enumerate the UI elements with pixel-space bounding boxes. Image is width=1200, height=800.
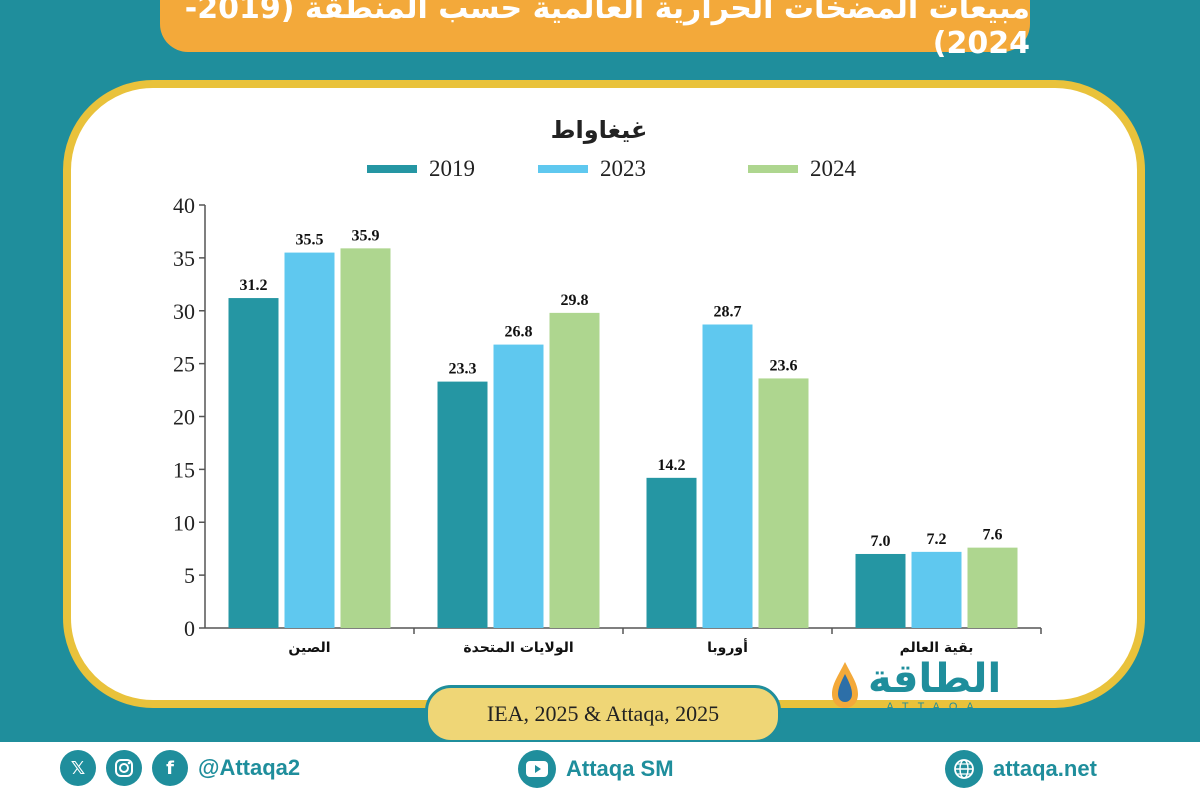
legend-swatch-2019 bbox=[367, 165, 417, 173]
bar-2023-0 bbox=[284, 252, 335, 628]
logo-arabic: الطاقة bbox=[868, 656, 1002, 702]
website-link[interactable]: attaqa.net bbox=[945, 750, 1097, 788]
source-pill: IEA, 2025 & Attaqa, 2025 bbox=[425, 685, 781, 743]
bar-2023-1 bbox=[493, 344, 544, 628]
y-tick-label-35: 35 bbox=[173, 246, 195, 271]
bar-2019-0 bbox=[228, 298, 279, 628]
data-label-2024-1: 29.8 bbox=[561, 292, 589, 309]
data-label-2023-1: 26.8 bbox=[505, 324, 533, 341]
y-tick-label-10: 10 bbox=[173, 510, 195, 535]
y-tick-label-25: 25 bbox=[173, 352, 195, 377]
y-tick-label-40: 40 bbox=[173, 193, 195, 218]
attaqa-logo: الطاقة ATTAQA bbox=[830, 650, 1030, 720]
category-label-1: الولايات المتحدة bbox=[463, 640, 573, 656]
legend-label-2023: 2023 bbox=[600, 156, 646, 181]
youtube-channel: Attaqa SM bbox=[566, 756, 674, 781]
bar-2024-0 bbox=[340, 248, 391, 629]
data-label-2023-0: 35.5 bbox=[296, 232, 324, 249]
globe-icon bbox=[945, 750, 983, 788]
youtube-link[interactable]: Attaqa SM bbox=[518, 750, 674, 788]
bar-2023-2 bbox=[702, 324, 753, 628]
y-tick-label-30: 30 bbox=[173, 299, 195, 324]
logo-latin: ATTAQA bbox=[886, 701, 983, 713]
page-title: مبيعات المضخات الحرارية العالمية حسب الم… bbox=[184, 0, 1030, 61]
data-label-2024-0: 35.9 bbox=[352, 227, 380, 244]
data-label-2019-0: 31.2 bbox=[240, 277, 268, 294]
data-label-2019-2: 14.2 bbox=[658, 457, 686, 474]
data-label-2024-3: 7.6 bbox=[983, 527, 1003, 544]
y-tick-label-15: 15 bbox=[173, 457, 195, 482]
bar-chart: غيغاواط 2019 2023 2024 0 5 10 15 20 25 30 35 40 31.2 3… bbox=[173, 116, 1042, 656]
source-text: IEA, 2025 & Attaqa, 2025 bbox=[486, 701, 720, 726]
data-label-2019-1: 23.3 bbox=[449, 361, 477, 378]
bar-2023-3 bbox=[911, 551, 962, 628]
legend-swatch-2024 bbox=[748, 165, 798, 173]
title-banner: مبيعات المضخات الحرارية العالمية حسب الم… bbox=[160, 0, 1030, 61]
bar-2019-2 bbox=[646, 477, 697, 628]
data-label-2024-2: 23.6 bbox=[770, 357, 798, 374]
bar-2024-1 bbox=[549, 312, 600, 628]
category-label-2: أوروبا bbox=[707, 638, 748, 656]
legend-label-2019: 2019 bbox=[429, 156, 475, 181]
youtube-icon bbox=[518, 750, 556, 788]
instagram-icon[interactable] bbox=[106, 750, 142, 786]
drop-icon bbox=[832, 662, 858, 708]
x-icon[interactable]: 𝕏 bbox=[60, 750, 96, 786]
chart-card: غيغاواط 2019 2023 2024 0 5 10 15 20 25 30 35 40 31.2 3… bbox=[63, 80, 1145, 708]
data-label-2023-3: 7.2 bbox=[927, 531, 947, 548]
y-tick-label-5: 5 bbox=[184, 563, 195, 588]
footer: 𝕏 f @Attaqa2 Attaqa SM attaqa.net bbox=[0, 742, 1200, 800]
data-label-2019-3: 7.0 bbox=[871, 533, 891, 550]
facebook-icon[interactable]: f bbox=[152, 750, 188, 786]
legend-label-2024: 2024 bbox=[810, 156, 857, 181]
bar-2019-3 bbox=[855, 553, 906, 628]
social-handle[interactable]: @Attaqa2 bbox=[198, 755, 301, 780]
y-tick-label-20: 20 bbox=[173, 405, 195, 430]
website-url: attaqa.net bbox=[993, 756, 1097, 781]
unit-label: غيغاواط bbox=[551, 116, 648, 144]
y-tick-label-0: 0 bbox=[184, 616, 195, 641]
data-label-2023-2: 28.7 bbox=[714, 303, 742, 320]
category-label-0: الصين bbox=[288, 640, 330, 656]
legend-swatch-2023 bbox=[538, 165, 588, 173]
bar-2024-3 bbox=[967, 547, 1018, 628]
social-links: 𝕏 f @Attaqa2 bbox=[60, 750, 300, 786]
bar-2019-1 bbox=[437, 381, 488, 628]
bar-2024-2 bbox=[758, 378, 809, 628]
category-label-3: بقية العالم bbox=[900, 640, 974, 656]
